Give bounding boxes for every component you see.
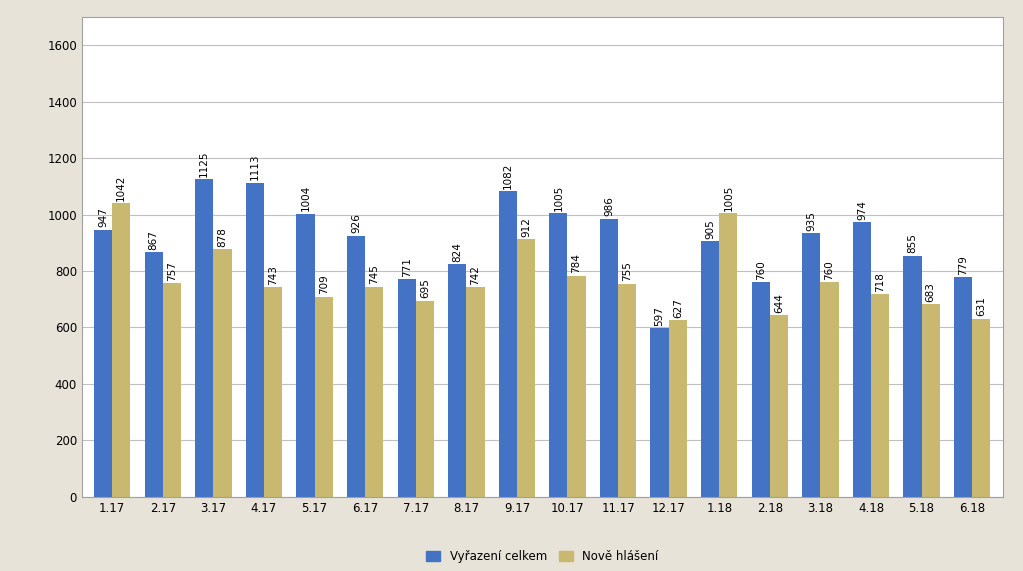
Text: 1113: 1113 xyxy=(250,154,260,180)
Text: 855: 855 xyxy=(907,234,918,254)
Bar xyxy=(599,219,618,497)
Bar xyxy=(972,319,990,497)
Text: 1004: 1004 xyxy=(301,185,310,211)
Text: 905: 905 xyxy=(705,219,715,239)
Bar xyxy=(144,252,163,497)
Text: 743: 743 xyxy=(268,265,278,285)
Text: 709: 709 xyxy=(318,275,328,295)
Text: 1005: 1005 xyxy=(723,184,733,211)
Bar xyxy=(347,235,365,497)
Bar xyxy=(922,304,940,497)
Bar xyxy=(246,183,264,497)
Text: 867: 867 xyxy=(148,230,159,250)
Bar xyxy=(618,284,636,497)
Text: 1125: 1125 xyxy=(199,151,210,177)
Text: 986: 986 xyxy=(604,196,614,216)
Bar xyxy=(802,233,820,497)
Text: 695: 695 xyxy=(419,279,430,299)
Text: 926: 926 xyxy=(351,214,361,233)
Text: 745: 745 xyxy=(369,264,380,284)
Text: 935: 935 xyxy=(806,211,816,231)
Bar xyxy=(669,320,686,497)
Bar xyxy=(853,222,871,497)
Bar xyxy=(415,301,434,497)
Bar xyxy=(498,191,517,497)
Text: 755: 755 xyxy=(622,262,632,282)
Text: 771: 771 xyxy=(402,257,411,277)
Bar xyxy=(314,297,332,497)
Text: 1042: 1042 xyxy=(117,174,126,200)
Bar xyxy=(94,230,113,497)
Bar xyxy=(752,282,770,497)
Text: 597: 597 xyxy=(655,306,665,326)
Text: 760: 760 xyxy=(756,260,766,280)
Bar xyxy=(264,287,282,497)
Bar xyxy=(466,287,485,497)
Text: 644: 644 xyxy=(774,293,784,313)
Text: 824: 824 xyxy=(452,242,462,262)
Bar xyxy=(448,264,466,497)
Text: 718: 718 xyxy=(875,272,885,292)
Bar xyxy=(517,239,535,497)
Text: 878: 878 xyxy=(218,227,227,247)
Legend: Vyřazení celkem, Nově hlášení: Vyřazení celkem, Nově hlášení xyxy=(421,545,663,568)
Text: 631: 631 xyxy=(976,296,986,316)
Text: 683: 683 xyxy=(926,282,936,302)
Bar xyxy=(214,249,231,497)
Bar xyxy=(568,276,586,497)
Bar xyxy=(365,287,384,497)
Bar xyxy=(903,256,922,497)
Bar xyxy=(195,179,214,497)
Text: 784: 784 xyxy=(572,254,582,274)
Bar xyxy=(163,283,181,497)
Bar xyxy=(398,279,415,497)
Bar xyxy=(113,203,130,497)
Bar xyxy=(770,315,788,497)
Text: 779: 779 xyxy=(959,255,968,275)
Text: 760: 760 xyxy=(825,260,835,280)
Text: 742: 742 xyxy=(471,266,481,285)
Text: 757: 757 xyxy=(167,261,177,281)
Bar xyxy=(719,213,738,497)
Bar xyxy=(701,242,719,497)
Bar xyxy=(651,328,669,497)
Bar xyxy=(297,214,314,497)
Text: 1005: 1005 xyxy=(553,184,564,211)
Bar xyxy=(871,294,889,497)
Text: 627: 627 xyxy=(673,297,682,317)
Bar xyxy=(954,277,972,497)
Bar xyxy=(820,282,839,497)
Text: 912: 912 xyxy=(521,218,531,237)
Bar xyxy=(549,213,568,497)
Text: 974: 974 xyxy=(857,200,866,220)
Text: 947: 947 xyxy=(98,207,108,227)
Text: 1082: 1082 xyxy=(502,163,513,189)
